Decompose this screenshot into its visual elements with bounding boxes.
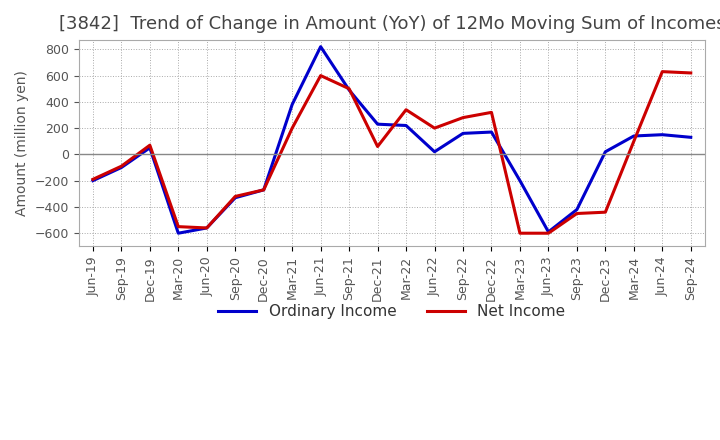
Net Income bbox=[316, 73, 325, 78]
Ordinary Income bbox=[459, 131, 467, 136]
Ordinary Income bbox=[117, 165, 126, 170]
Ordinary Income bbox=[373, 121, 382, 127]
Ordinary Income bbox=[601, 149, 610, 154]
Net Income bbox=[658, 69, 667, 74]
Ordinary Income bbox=[487, 129, 496, 135]
Net Income bbox=[231, 194, 240, 199]
Line: Net Income: Net Income bbox=[93, 72, 690, 233]
Ordinary Income bbox=[686, 135, 695, 140]
Ordinary Income bbox=[402, 123, 410, 128]
Net Income bbox=[288, 125, 297, 131]
Ordinary Income bbox=[658, 132, 667, 137]
Net Income bbox=[686, 70, 695, 76]
Net Income bbox=[345, 86, 354, 92]
Ordinary Income bbox=[231, 195, 240, 200]
Net Income bbox=[629, 139, 638, 144]
Y-axis label: Amount (million yen): Amount (million yen) bbox=[15, 70, 29, 216]
Net Income bbox=[117, 164, 126, 169]
Net Income bbox=[544, 231, 553, 236]
Ordinary Income bbox=[516, 178, 524, 183]
Ordinary Income bbox=[572, 207, 581, 212]
Title: [3842]  Trend of Change in Amount (YoY) of 12Mo Moving Sum of Incomes: [3842] Trend of Change in Amount (YoY) o… bbox=[58, 15, 720, 33]
Net Income bbox=[431, 125, 439, 131]
Net Income bbox=[459, 115, 467, 120]
Ordinary Income bbox=[145, 145, 154, 150]
Ordinary Income bbox=[202, 225, 211, 231]
Ordinary Income bbox=[174, 231, 183, 236]
Ordinary Income bbox=[629, 133, 638, 139]
Ordinary Income bbox=[259, 187, 268, 192]
Net Income bbox=[145, 143, 154, 148]
Net Income bbox=[259, 187, 268, 192]
Ordinary Income bbox=[431, 149, 439, 154]
Ordinary Income bbox=[288, 102, 297, 107]
Line: Ordinary Income: Ordinary Income bbox=[93, 47, 690, 233]
Net Income bbox=[572, 211, 581, 216]
Ordinary Income bbox=[544, 229, 553, 235]
Net Income bbox=[89, 177, 97, 182]
Net Income bbox=[174, 224, 183, 229]
Net Income bbox=[601, 209, 610, 215]
Net Income bbox=[202, 225, 211, 231]
Ordinary Income bbox=[345, 88, 354, 93]
Net Income bbox=[516, 231, 524, 236]
Net Income bbox=[402, 107, 410, 112]
Legend: Ordinary Income, Net Income: Ordinary Income, Net Income bbox=[212, 298, 572, 325]
Ordinary Income bbox=[316, 44, 325, 49]
Ordinary Income bbox=[89, 178, 97, 183]
Net Income bbox=[487, 110, 496, 115]
Net Income bbox=[373, 144, 382, 149]
